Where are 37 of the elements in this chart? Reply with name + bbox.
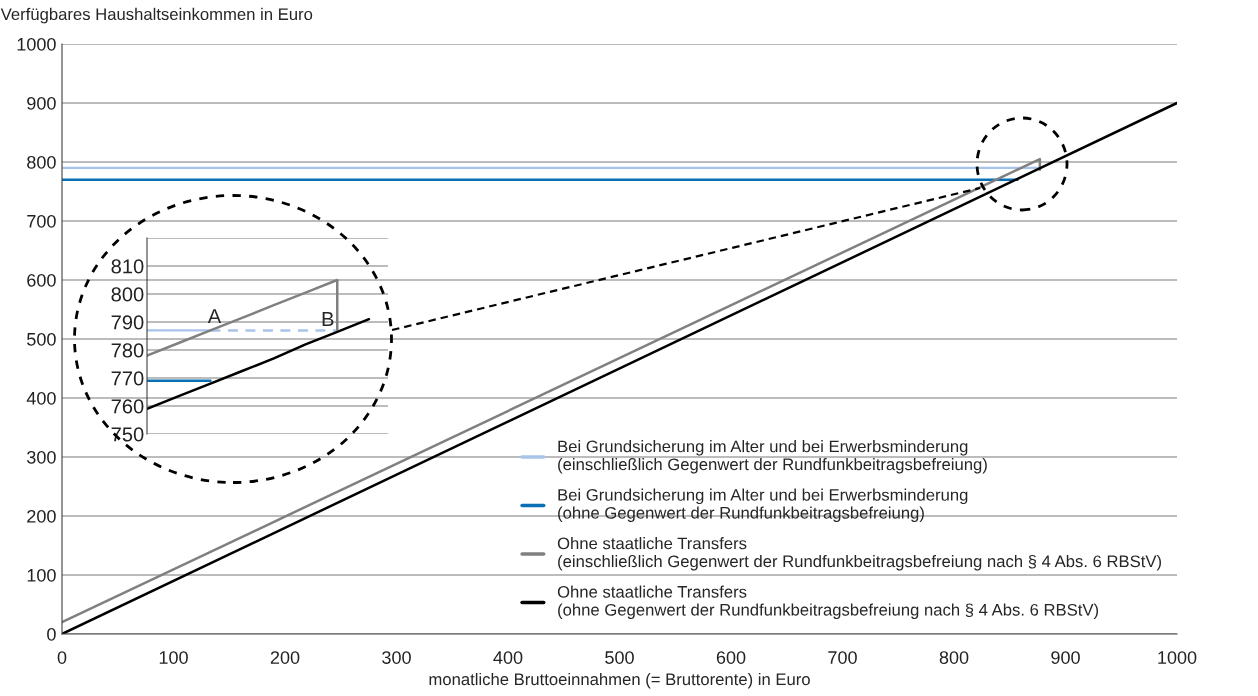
x-tick-label: 100 <box>159 651 188 664</box>
x-tick-label: 0 <box>57 651 67 664</box>
y-tick-label: 810 <box>111 259 144 274</box>
x-tick-label: 600 <box>716 651 746 664</box>
y-axis-title: Verfügbares Haushaltseinkommen in Euro <box>0 7 313 24</box>
legend-label: Bei Grundsicherung im Alter und bei Erwerbsminderung (einschließlich Gegenwert der Rundfunkbeitragsbefreiung) <box>558 440 987 474</box>
x-tick-label: 700 <box>828 651 857 664</box>
y-tick-label: 500 <box>27 332 56 346</box>
y-tick-label: 1000 <box>17 37 56 51</box>
y-tick-label: 0 <box>47 627 56 641</box>
x-tick-label: 800 <box>939 651 969 664</box>
x-tick-label: 500 <box>605 651 634 664</box>
y-tick-label: 750 <box>111 427 144 442</box>
y-tick-label: 800 <box>111 287 144 302</box>
y-tick-label: 100 <box>27 568 56 582</box>
x-tick-label: 900 <box>1051 651 1080 664</box>
y-tick-label: 790 <box>111 315 144 330</box>
legend-label: Bei Grundsicherung im Alter und bei Erwerbsminderung (ohne Gegenwert der Rundfunkbeitragsbefreiung) <box>558 488 968 523</box>
legend-label: Ohne staatliche Transfers (einschließlich Gegenwert der Rundfunkbeitragsbefreiung nach § 4 Abs. 6 RBStV) <box>557 537 1161 571</box>
x-tick-label: 1000 <box>1158 651 1197 664</box>
annotation: B <box>322 312 334 326</box>
y-tick-label: 770 <box>111 371 144 386</box>
y-tick-label: 200 <box>27 509 56 523</box>
y-tick-label: 780 <box>111 343 144 358</box>
x-axis-title: monatliche Bruttoeinnahmen (= Bruttorente) in Euro <box>429 672 810 689</box>
y-tick-label: 300 <box>27 450 56 464</box>
y-tick-label: 800 <box>27 155 56 169</box>
annotation: A <box>207 309 222 323</box>
x-tick-label: 400 <box>493 651 523 664</box>
y-tick-label: 400 <box>26 391 56 405</box>
y-tick-label: 900 <box>27 96 56 110</box>
y-tick-label: 600 <box>27 273 56 287</box>
legend-label: Ohne staatliche Transfers (ohne Gegenwert der Rundfunkbeitragsbefreiung nach § 4 Abs. 6 RBStV) <box>557 585 1099 619</box>
x-tick-label: 300 <box>382 651 411 664</box>
y-tick-label: 760 <box>111 399 144 414</box>
y-tick-label: 700 <box>27 214 56 228</box>
x-tick-label: 200 <box>270 651 300 664</box>
